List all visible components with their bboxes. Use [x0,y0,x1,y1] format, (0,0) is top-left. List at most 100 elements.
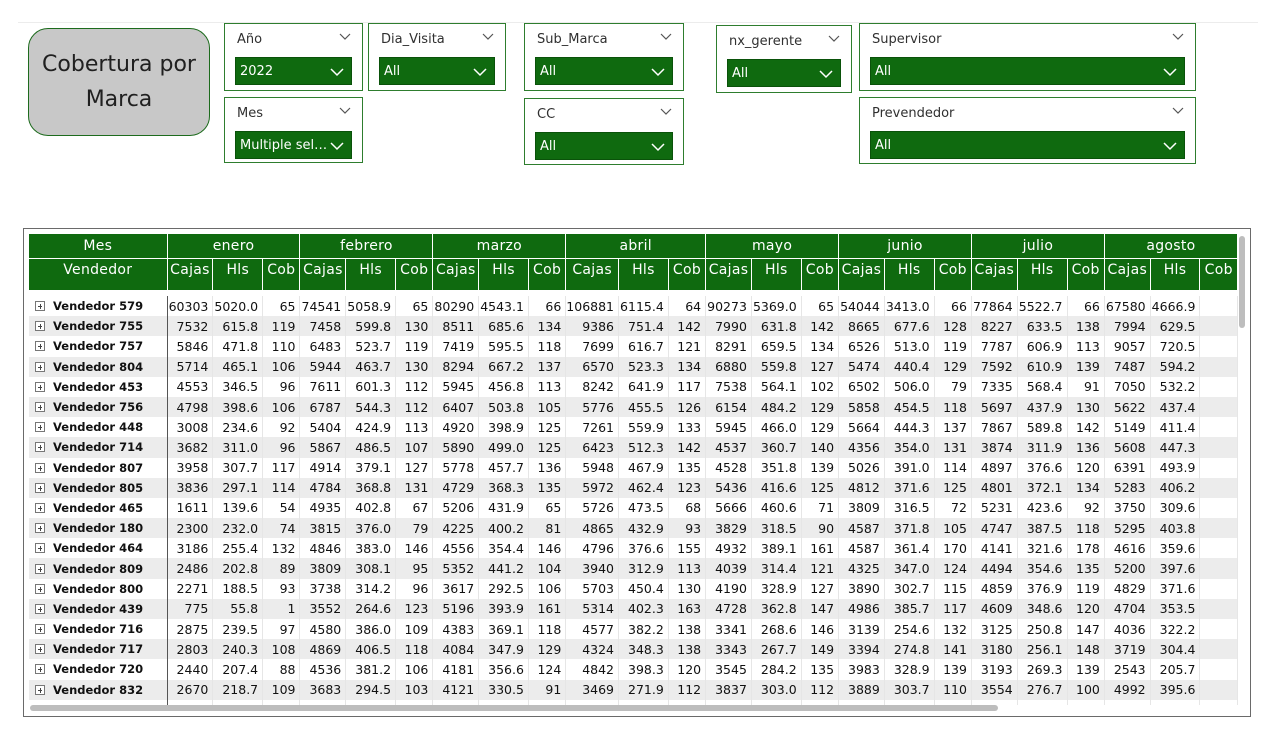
expand-plus-icon[interactable] [35,361,45,372]
table-row[interactable]: Vendedor 717 2803 240.3 108 4869 406.5 118 4084… [29,639,1238,660]
vendedor-cell[interactable]: Vendedor 180 [29,518,168,539]
expand-plus-icon[interactable] [35,583,45,594]
vendedor-cell[interactable]: Vendedor 716 [29,619,168,640]
vendedor-cell[interactable]: Vendedor 465 [29,497,168,519]
table-row[interactable]: Vendedor 714 3682 311.0 96 5867 486.5 107 5890 4… [29,437,1238,458]
vendedor-cell[interactable]: Vendedor 807 [29,457,168,478]
table-row[interactable]: Vendedor 453 4553 346.5 96 7611 601.3 112 5945 4… [29,376,1238,397]
vendedor-cell[interactable]: Vendedor 717 [29,639,168,660]
slicer-dia-visita[interactable]: Dia_Visita All [368,23,506,91]
slicer-cc[interactable]: CC All [524,98,684,165]
measure-header[interactable]: Cob [801,258,840,291]
expand-plus-icon[interactable] [35,644,45,655]
slicer-dropdown[interactable]: All [379,57,495,85]
row-header-mes[interactable]: Mes [29,234,168,259]
measure-header[interactable]: Hls [478,258,529,291]
measure-header[interactable]: Cob [395,258,434,291]
slicer-dropdown[interactable]: All [727,59,841,87]
expand-plus-icon[interactable] [35,462,45,473]
expand-plus-icon[interactable] [35,321,45,332]
row-header-vendedor[interactable]: Vendedor [29,258,168,291]
vendedor-cell[interactable]: Vendedor 805 [29,477,168,498]
expand-plus-icon[interactable] [35,301,45,312]
vendedor-cell[interactable]: Vendedor 755 [29,316,168,337]
measure-header[interactable]: Cob [934,258,972,291]
chevron-down-icon[interactable] [827,31,841,45]
table-row[interactable]: Vendedor 180 2300 232.0 74 3815 376.0 79 4225 40… [29,518,1238,539]
measure-header[interactable]: Cob [262,258,301,291]
measure-header[interactable]: Cajas [565,258,620,291]
measure-header[interactable]: Cob [668,258,707,291]
month-header[interactable]: julio [971,234,1105,259]
table-row[interactable]: Vendedor 716 2875 239.5 97 4580 386.0 109 4383 3… [29,619,1238,640]
expand-plus-icon[interactable] [35,664,45,675]
measure-header[interactable]: Cajas [299,258,347,291]
vendedor-cell[interactable]: Vendedor 833 [29,699,168,705]
measure-header[interactable]: Hls [1017,258,1068,291]
chevron-down-icon[interactable] [659,29,673,43]
vendedor-cell[interactable]: Vendedor 809 [29,558,168,579]
month-header[interactable]: agosto [1104,234,1238,259]
vendedor-cell[interactable]: Vendedor 439 [29,598,168,619]
table-row[interactable]: Vendedor 755 7532 615.8 119 7458 599.8 130 8511… [29,316,1238,337]
measure-header[interactable]: Hls [1150,258,1201,291]
slicer-dropdown[interactable]: All [535,57,673,85]
matrix-scroll-area[interactable]: Mes enero febrero marzo abril mayo junio julio… [29,234,1238,705]
table-row[interactable]: Vendedor 807 3958 307.7 117 4914 379.1 127 5778… [29,457,1238,478]
slicer-dropdown[interactable]: Multiple selections [235,131,352,159]
chevron-down-icon[interactable] [338,29,352,43]
measure-header[interactable]: Hls [345,258,397,291]
table-row[interactable]: Vendedor 720 2440 207.4 88 4536 381.2 106 4181 3… [29,659,1238,680]
slicer-mes[interactable]: Mes Multiple selections [224,97,363,163]
expand-plus-icon[interactable] [35,482,45,493]
slicer-dropdown[interactable]: All [870,57,1185,85]
vendedor-cell[interactable]: Vendedor 464 [29,538,168,559]
chevron-down-icon[interactable] [1171,103,1185,117]
chevron-down-icon[interactable] [1171,29,1185,43]
expand-plus-icon[interactable] [35,523,45,534]
measure-header[interactable]: Cajas [971,258,1018,291]
slicer-dropdown[interactable]: All [535,132,673,160]
horizontal-scrollbar[interactable] [30,705,998,711]
measure-header[interactable]: Cajas [167,258,214,291]
vendedor-cell[interactable]: Vendedor 800 [29,578,168,599]
vendedor-cell[interactable]: Vendedor 757 [29,336,168,357]
table-row[interactable]: Vendedor 439 775 55.8 1 3552 264.6 123 5196 393.… [29,598,1238,619]
measure-header[interactable]: Cajas [705,258,752,291]
vendedor-cell[interactable]: Vendedor 714 [29,437,168,458]
vendedor-cell[interactable]: Vendedor 720 [29,659,168,680]
chevron-down-icon[interactable] [481,29,495,43]
slicer-dropdown[interactable]: All [870,131,1185,159]
table-row[interactable]: Vendedor 757 5846 471.8 110 6483 523.7 119 7419… [29,336,1238,357]
slicer-supervisor[interactable]: Supervisor All [859,23,1196,91]
measure-header[interactable]: Cajas [1104,258,1151,291]
expand-plus-icon[interactable] [35,603,45,614]
table-row[interactable]: Vendedor 448 3008 234.6 92 5404 424.9 113 4920 3… [29,417,1238,438]
table-row[interactable]: Vendedor 464 3186 255.4 132 4846 383.0 146 4556… [29,538,1238,559]
expand-plus-icon[interactable] [35,563,45,574]
month-header[interactable]: febrero [299,234,434,259]
table-row[interactable]: Vendedor 465 1611 139.6 54 4935 402.8 67 5206 43… [29,497,1238,519]
vendedor-cell[interactable]: Vendedor 832 [29,679,168,700]
measure-header[interactable]: Hls [751,258,802,291]
table-row[interactable]: Vendedor 800 2271 188.5 93 3738 314.2 96 3617 29… [29,578,1238,599]
expand-plus-icon[interactable] [35,341,45,352]
expand-plus-icon[interactable] [35,381,45,392]
table-row[interactable]: Vendedor 756 4798 398.6 106 6787 544.3 112 6407… [29,396,1238,418]
vendedor-cell[interactable]: Vendedor 448 [29,417,168,438]
measure-header[interactable]: Cob [528,258,567,291]
measure-header[interactable]: Cajas [838,258,885,291]
measure-header[interactable]: Hls [884,258,935,291]
month-header[interactable]: enero [167,234,301,259]
vendedor-cell[interactable]: Vendedor 756 [29,396,168,418]
vendedor-cell[interactable]: Vendedor 804 [29,356,168,377]
expand-plus-icon[interactable] [35,543,45,554]
slicer-sub-marca[interactable]: Sub_Marca All [524,23,684,91]
vertical-scrollbar[interactable] [1239,236,1245,328]
expand-plus-icon[interactable] [35,624,45,635]
table-row[interactable]: Vendedor 833 3737323.71104444373.61234403… [29,699,1238,705]
month-header[interactable]: junio [838,234,972,259]
chevron-down-icon[interactable] [338,103,352,117]
slicer-anio[interactable]: Año 2022 [224,23,363,91]
vendedor-cell[interactable]: Vendedor 453 [29,376,168,397]
